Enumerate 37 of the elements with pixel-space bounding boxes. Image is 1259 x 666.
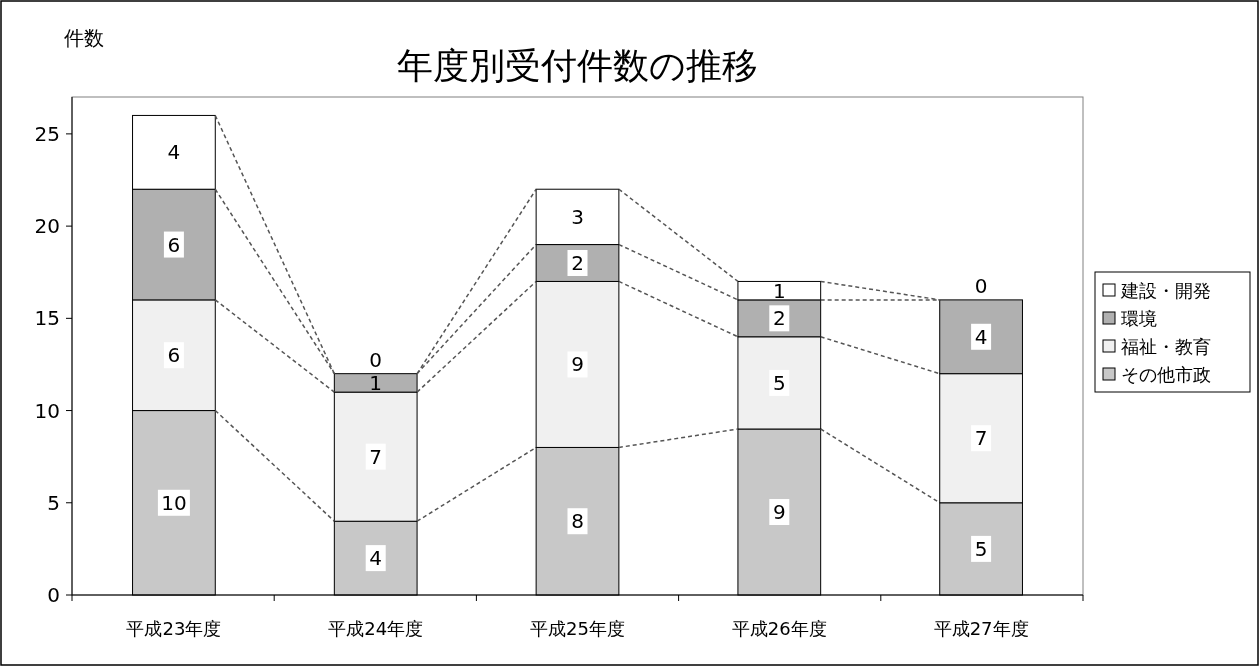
data-label: 7 (974, 426, 988, 451)
legend-label: その他市政 (1121, 363, 1211, 385)
data-label: 1 (369, 370, 383, 395)
y-tick-label: 25 (34, 121, 60, 146)
x-tick-label: 平成23年度 (126, 618, 222, 639)
data-label: 3 (571, 204, 584, 229)
y-tick-label: 10 (34, 398, 60, 423)
data-label: 1 (772, 278, 786, 303)
data-label: 4 (974, 324, 988, 349)
data-label: 2 (571, 251, 584, 275)
data-label: 0 (369, 347, 383, 372)
data-label: 4 (167, 140, 181, 165)
data-label: 2 (772, 306, 786, 331)
x-tick-label: 平成26年度 (731, 618, 827, 639)
data-label: 5 (772, 370, 786, 395)
y-tick-label: 15 (34, 306, 60, 331)
y-tick-label: 5 (47, 490, 60, 515)
data-label: 6 (167, 343, 181, 368)
legend-label: 環境 (1121, 307, 1157, 329)
data-label: 9 (571, 352, 584, 377)
data-label: 8 (571, 509, 584, 534)
x-tick-label: 平成24年度 (328, 618, 424, 639)
y-axis-title: 件数 (64, 26, 104, 50)
data-label: 5 (974, 536, 988, 561)
data-label: 4 (369, 546, 383, 571)
data-label: 6 (167, 232, 181, 257)
x-tick-label: 平成27年度 (933, 618, 1029, 639)
x-tick-label: 平成25年度 (530, 618, 625, 639)
legend-label: 建設・開発 (1120, 279, 1211, 301)
chart-title: 年度別受付件数の推移 (397, 45, 758, 86)
data-label: 7 (369, 444, 383, 469)
data-label: 9 (772, 500, 786, 524)
y-tick-label: 0 (47, 583, 60, 607)
y-tick-label: 20 (34, 214, 60, 239)
legend-label: 福祉・教育 (1121, 335, 1211, 357)
data-label: 10 (161, 490, 187, 515)
data-label: 0 (974, 273, 988, 298)
